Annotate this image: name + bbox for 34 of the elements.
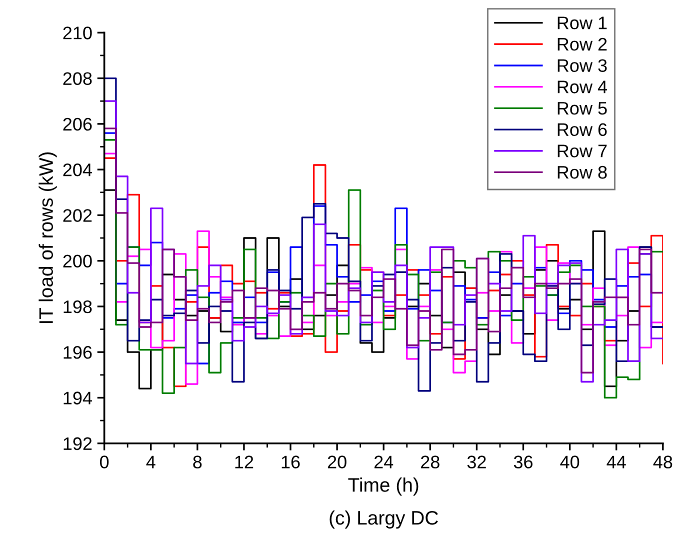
y-tick-label: 200 (63, 254, 92, 268)
legend-label: Row 1 (558, 16, 607, 30)
legend-label: Row 2 (558, 38, 607, 51)
x-tick-label: 44 (606, 456, 626, 468)
legend-label: Row 6 (558, 123, 607, 136)
x-tick-label: 8 (193, 456, 202, 468)
y-tick-label: 202 (63, 209, 92, 222)
x-tick-label: 36 (514, 456, 533, 468)
y-tick-label: 192 (64, 437, 92, 450)
x-tick-label: 20 (328, 456, 346, 468)
x-tick-label: 32 (467, 456, 486, 468)
y-tick-label: 198 (64, 300, 92, 314)
legend-label: Row 3 (558, 59, 607, 72)
x-axis-title: Time (h) (348, 478, 418, 496)
x-tick-label: 16 (282, 456, 300, 468)
y-tick-label: 206 (63, 118, 92, 131)
x-tick-label: 0 (100, 456, 109, 468)
y-tick-label: 204 (63, 163, 92, 176)
x-tick-label: 28 (421, 456, 440, 468)
y-axis-title: IT load of rows (kW) (38, 152, 57, 324)
legend-label: Row 8 (558, 166, 607, 179)
legend-label: Row 4 (558, 80, 608, 94)
legend-label: Row 7 (558, 144, 607, 158)
x-tick-label: 24 (374, 456, 394, 468)
y-tick-label: 196 (64, 346, 92, 359)
text: (c) Largy DC (330, 510, 438, 529)
x-tick-label: 40 (560, 456, 580, 468)
x-tick-label: 48 (653, 456, 672, 468)
x-tick-label: 12 (235, 456, 254, 468)
y-tick-label: 194 (64, 392, 92, 404)
x-tick-label: 4 (146, 456, 156, 468)
legend-label: Row 5 (558, 102, 607, 115)
y-tick-label: 208 (63, 72, 92, 85)
y-tick-label: 210 (63, 26, 92, 40)
